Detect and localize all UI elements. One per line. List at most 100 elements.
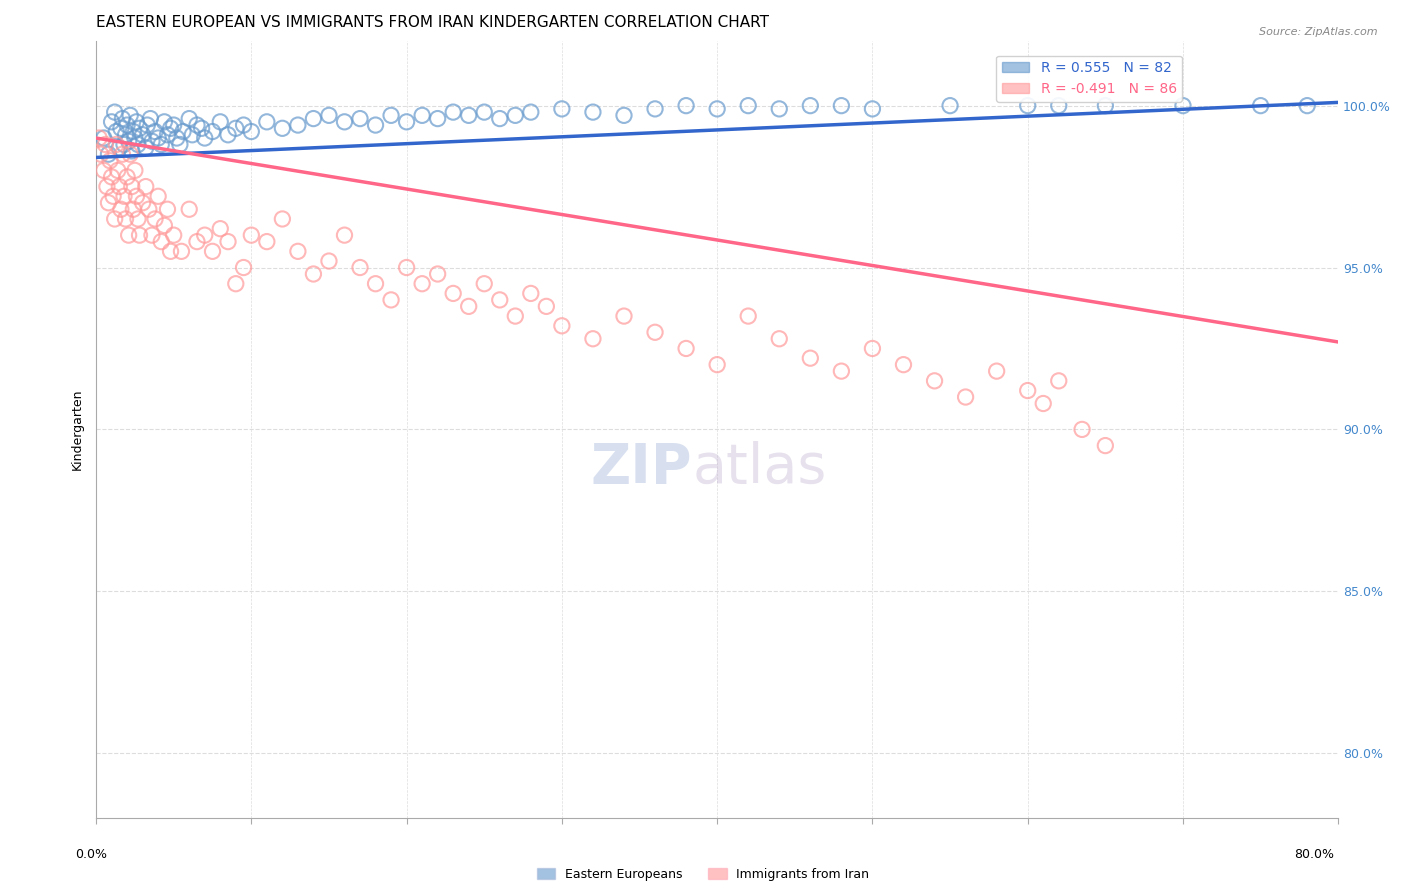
Point [488,112,510,126]
Text: Source: ZipAtlas.com: Source: ZipAtlas.com [1260,27,1378,37]
Point [644,102,666,116]
Point [472,105,495,120]
Point [141,228,163,243]
Point [156,128,179,142]
Point [104,211,127,226]
Point [118,228,141,243]
Point [114,211,136,226]
Point [131,128,153,142]
Point [520,286,543,301]
Point [364,277,387,291]
Point [108,179,131,194]
Point [124,131,146,145]
Point [93,163,115,178]
Point [862,102,884,116]
Point [90,147,112,161]
Point [136,118,159,132]
Point [179,112,201,126]
Point [457,299,479,313]
Point [441,105,464,120]
Point [105,124,128,138]
Point [156,202,179,217]
Point [799,98,821,112]
Point [1071,422,1094,436]
Point [97,147,120,161]
Point [112,189,135,203]
Point [302,112,325,126]
Point [93,131,115,145]
Point [120,147,142,161]
Point [150,235,173,249]
Point [131,195,153,210]
Point [153,115,176,129]
Point [675,98,697,112]
Point [1047,98,1070,112]
Point [472,277,495,291]
Point [94,137,117,152]
Point [287,244,309,259]
Point [1296,98,1319,112]
Point [125,189,148,203]
Point [364,118,387,132]
Point [201,244,224,259]
Point [1094,439,1116,453]
Point [112,137,135,152]
Point [111,147,134,161]
Point [380,108,402,122]
Point [101,189,124,203]
Point [256,115,278,129]
Point [127,137,149,152]
Point [194,228,217,243]
Point [830,364,852,378]
Point [138,202,160,217]
Point [644,326,666,340]
Point [287,118,309,132]
Point [232,260,254,275]
Point [613,309,636,323]
Point [1017,384,1039,398]
Point [96,179,118,194]
Point [139,112,162,126]
Point [1250,98,1272,112]
Point [135,141,157,155]
Text: EASTERN EUROPEAN VS IMMIGRANTS FROM IRAN KINDERGARTEN CORRELATION CHART: EASTERN EUROPEAN VS IMMIGRANTS FROM IRAN… [96,15,769,30]
Point [118,134,141,148]
Point [110,202,132,217]
Point [108,141,131,155]
Point [1017,98,1039,112]
Point [120,108,142,122]
Point [240,124,263,138]
Point [955,390,977,404]
Point [146,131,169,145]
Point [127,211,149,226]
Point [111,112,134,126]
Point [169,137,191,152]
Point [159,121,181,136]
Point [163,118,186,132]
Point [333,228,356,243]
Point [256,235,278,249]
Point [143,211,166,226]
Point [1032,396,1054,410]
Point [986,364,1008,378]
Text: ZIP: ZIP [591,442,692,495]
Point [163,228,186,243]
Point [768,102,790,116]
Point [186,118,208,132]
Point [411,277,433,291]
Point [395,260,418,275]
Point [830,98,852,112]
Point [924,374,946,388]
Point [150,137,173,152]
Point [613,108,636,122]
Legend: Eastern Europeans, Immigrants from Iran: Eastern Europeans, Immigrants from Iran [531,863,875,886]
Point [675,342,697,356]
Point [179,202,201,217]
Point [862,342,884,356]
Point [706,102,728,116]
Point [128,121,150,136]
Point [159,244,181,259]
Point [107,163,129,178]
Point [153,219,176,233]
Point [737,309,759,323]
